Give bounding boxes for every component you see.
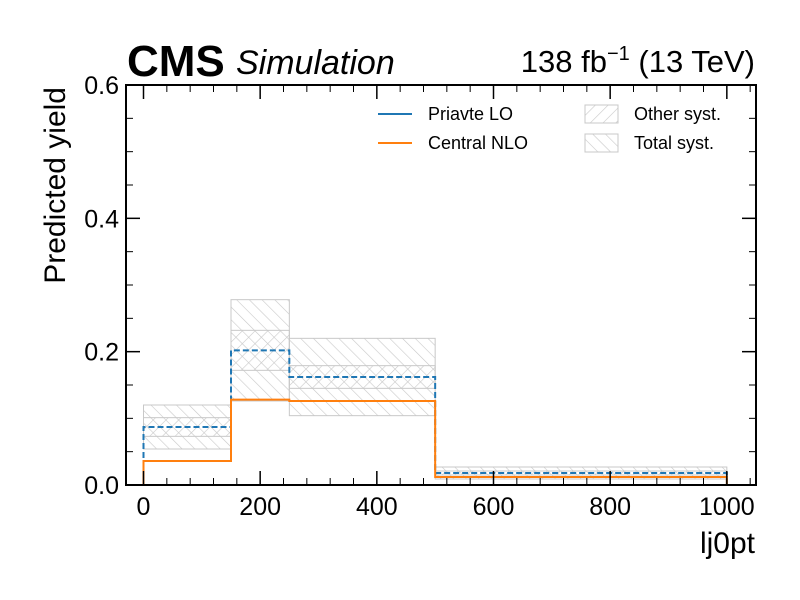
x-axis-ticks: 0 200 400 600 800 1000	[137, 85, 755, 521]
x-tick-label: 800	[589, 493, 631, 521]
y-axis-ticks: 0.0 0.2 0.4 0.6	[84, 72, 756, 500]
lumi-label: 138 fb−1 (13 TeV)	[521, 43, 755, 79]
legend: Priavte LO Central NLO Other syst. Total sy…	[378, 104, 721, 153]
status-label: Simulation	[236, 44, 395, 82]
legend-label: Priavte LO	[428, 104, 513, 124]
series-line-central-nlo	[142, 398, 728, 485]
x-tick-label: 1000	[699, 493, 755, 521]
experiment-label: CMS	[127, 37, 225, 86]
legend-label: Other syst.	[634, 104, 721, 124]
legend-label: Central NLO	[428, 133, 528, 153]
y-tick-label: 0.2	[84, 339, 119, 367]
x-axis-label: lj0pt	[700, 527, 756, 560]
y-tick-label: 0.4	[84, 205, 119, 233]
y-axis-label: Predicted yield	[39, 87, 72, 284]
x-tick-label: 0	[137, 493, 151, 521]
series-line-private-lo	[142, 349, 728, 485]
x-tick-label: 600	[473, 493, 515, 521]
y-tick-label: 0.0	[84, 472, 119, 500]
x-tick-label: 200	[239, 493, 281, 521]
y-tick-label: 0.6	[84, 72, 119, 100]
legend-label: Total syst.	[634, 133, 714, 153]
x-tick-label: 400	[356, 493, 398, 521]
legend-hatch-swatch	[584, 133, 619, 153]
legend-hatch-swatch	[584, 104, 619, 124]
series-lines	[142, 349, 728, 485]
